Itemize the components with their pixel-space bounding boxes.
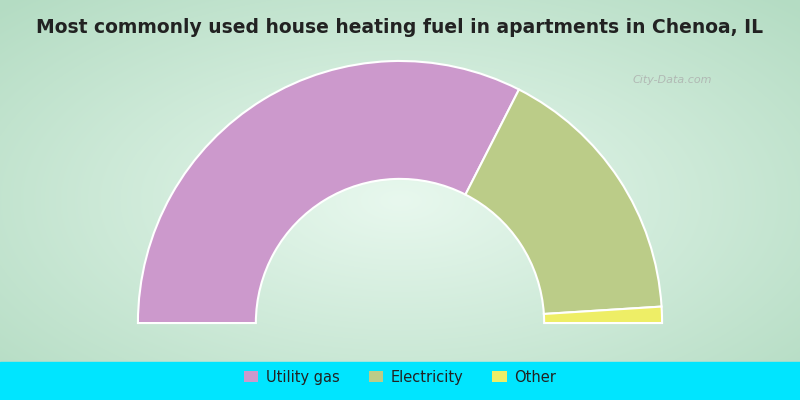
Legend: Utility gas, Electricity, Other: Utility gas, Electricity, Other bbox=[238, 364, 562, 391]
Wedge shape bbox=[138, 61, 519, 323]
Bar bbox=[0, 362, 800, 400]
Wedge shape bbox=[466, 90, 662, 314]
Text: City-Data.com: City-Data.com bbox=[632, 75, 712, 85]
Text: Most commonly used house heating fuel in apartments in Chenoa, IL: Most commonly used house heating fuel in… bbox=[37, 18, 763, 37]
Wedge shape bbox=[544, 306, 662, 323]
